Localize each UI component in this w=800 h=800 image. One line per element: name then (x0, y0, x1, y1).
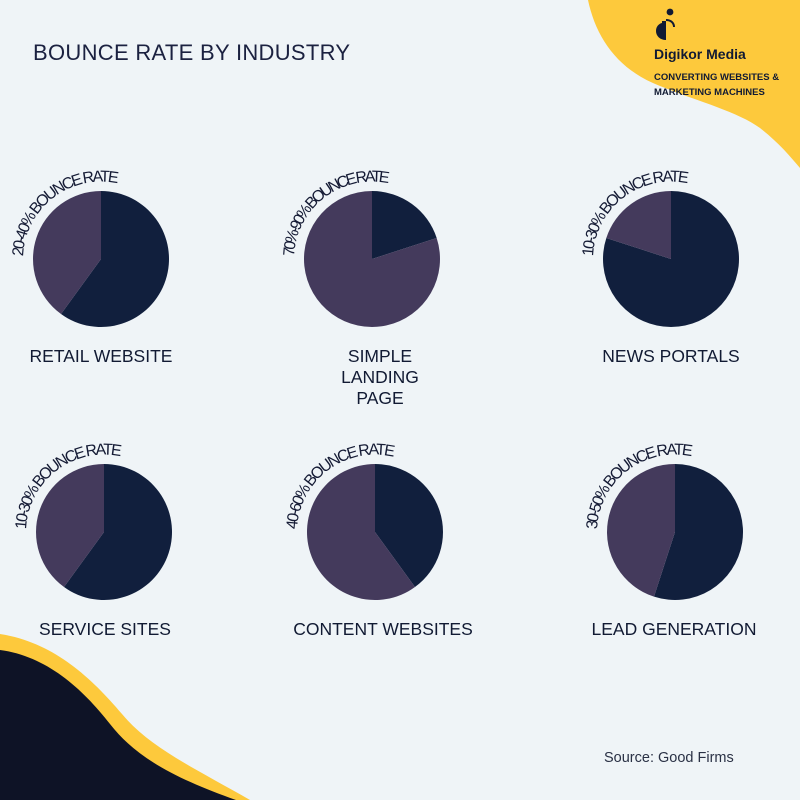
pie-slice-purple (306, 464, 415, 600)
digikor-logo-icon (656, 8, 675, 40)
pie-chart-news-portals: 10-30% BOUNCE RATE (580, 168, 740, 328)
pie-chart-content-websites: 40-60% BOUNCE RATE (284, 441, 443, 600)
industry-label-content-websites: CONTENT WEBSITES (293, 619, 473, 639)
pie-chart-landing-page: 70%-90% BOUNCE RATE (281, 168, 440, 327)
industry-label-news-portals: NEWS PORTALS (602, 346, 740, 366)
pie-slice-purple (607, 464, 675, 597)
pie-slice-navy (61, 191, 170, 327)
yellow-corner-decoration (588, 0, 800, 168)
pie-slice-navy (603, 191, 740, 328)
industry-label-landing-page: SIMPLE LANDING PAGE (341, 346, 419, 408)
pie-slice-purple (303, 191, 440, 327)
pie-slice-purple (36, 464, 104, 588)
page-title: BOUNCE RATE BY INDUSTRY (33, 40, 351, 65)
pie-slice-navy (64, 464, 173, 600)
pie-chart-retail: 20-40% BOUNCE RATE (10, 168, 170, 327)
industry-label-retail: RETAIL WEBSITE (29, 346, 173, 366)
brand-name: Digikor Media (654, 46, 746, 62)
industry-label-service-sites: SERVICE SITES (39, 619, 171, 639)
pie-chart-service-sites: 10-30% BOUNCE RATE (13, 441, 173, 600)
pie-slice-navy (372, 191, 437, 259)
industry-label-lead-generation: LEAD GENERATION (591, 619, 757, 639)
pie-slice-purple (33, 191, 101, 315)
pie-chart-lead-generation: 30-50% BOUNCE RATE (584, 441, 744, 600)
pie-slice-navy (653, 464, 744, 600)
source-credit: Source: Good Firms (604, 750, 734, 766)
brand-tagline: CONVERTING WEBSITES & MARKETING MACHINES (654, 72, 780, 98)
pie-slice-purple (606, 191, 671, 259)
pie-slice-navy (375, 464, 443, 588)
dark-corner-decoration (0, 634, 250, 800)
